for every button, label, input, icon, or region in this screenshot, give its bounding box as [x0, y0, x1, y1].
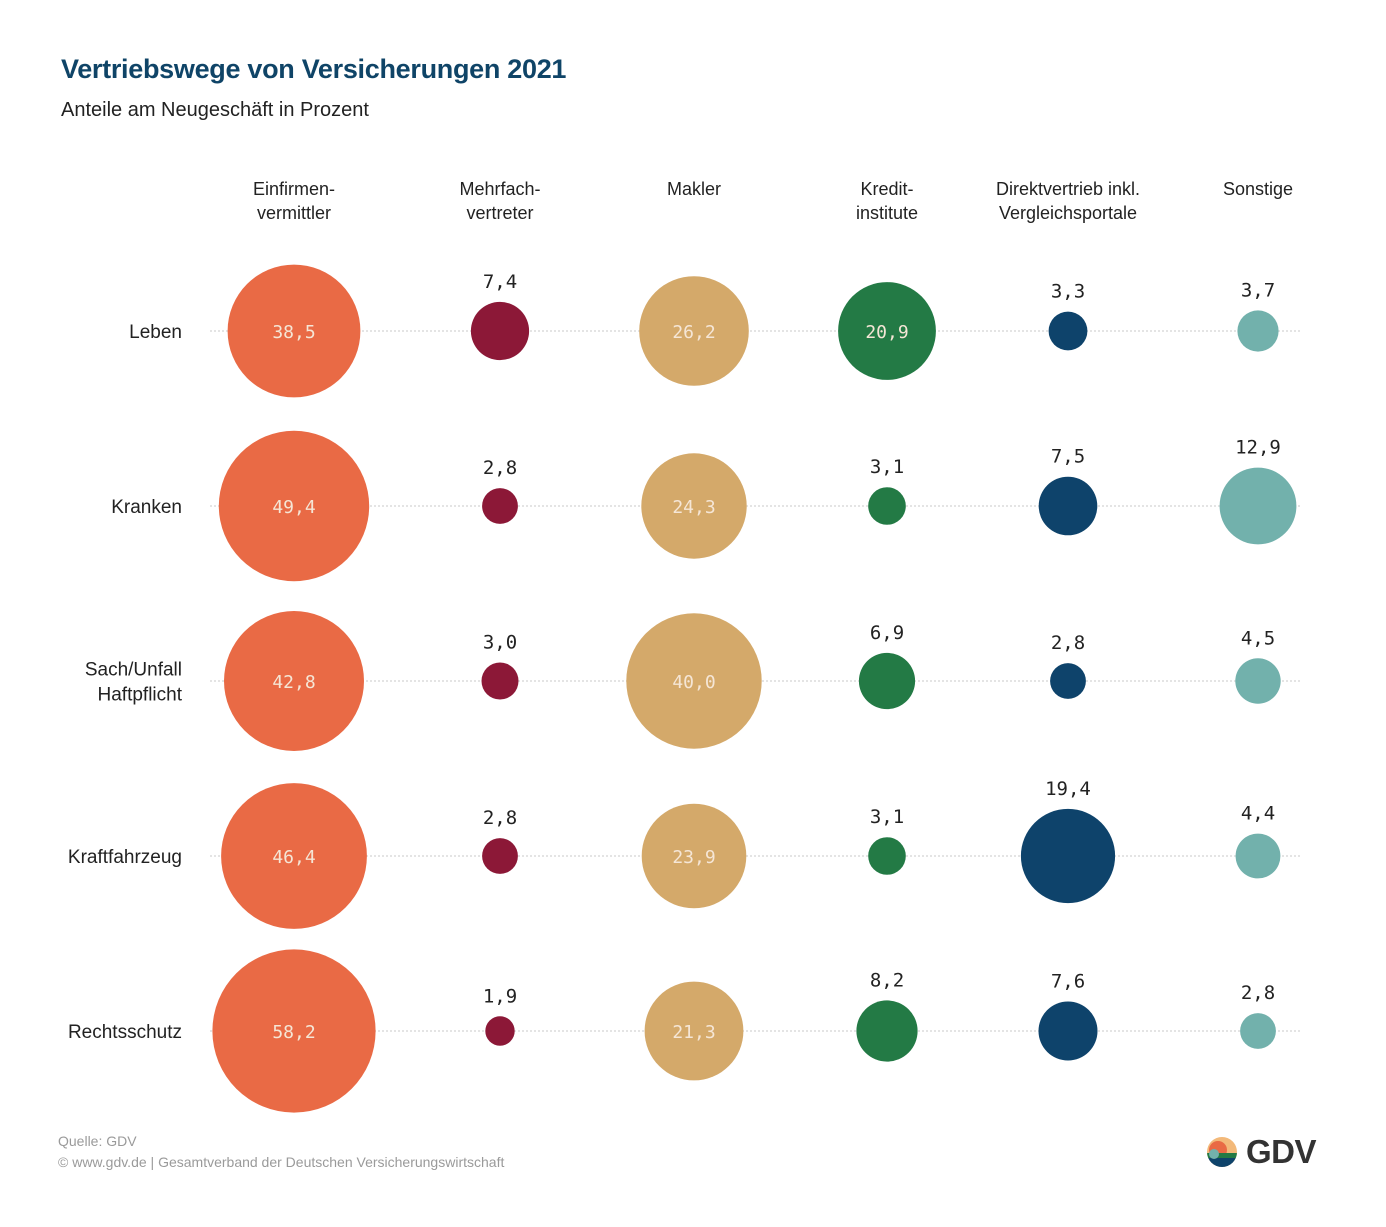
row-rechtsschutz: Rechtsschutz 58,2 1,9 21,3 8,2 7,6 2,8: [68, 949, 1300, 1113]
column-label-kreditinstitute: institute: [856, 203, 918, 223]
chart-title: Vertriebswege von Versicherungen 2021: [61, 54, 567, 84]
value-label-sonstige-kranken: 12,9: [1235, 437, 1281, 459]
value-label-kreditinstitute-leben: 20,9: [865, 322, 908, 343]
bubble-direktvertrieb-inkl-vergleichsportale-kranken: [1038, 476, 1098, 536]
bubble-einfirmenvermittler-kranken: [218, 430, 370, 582]
value-label-direktvertrieb-inkl-vergleichsportale-kraftfahrzeug: 19,4: [1045, 778, 1091, 800]
column-label-kreditinstitute: Kredit-: [860, 179, 913, 199]
column-label-makler: Makler: [667, 179, 721, 199]
value-label-kreditinstitute-rechtsschutz: 8,2: [870, 969, 904, 991]
bubble-kreditinstitute-leben: [838, 282, 936, 380]
row-label-leben: Leben: [129, 322, 182, 343]
chart-subtitle: Anteile am Neugeschäft in Prozent: [61, 99, 369, 121]
row-kranken: Kranken 49,4 2,8 24,3 3,1 7,5 12,9: [111, 430, 1300, 582]
row-label-kranken: Kranken: [111, 497, 182, 518]
value-label-direktvertrieb-inkl-vergleichsportale-rechtsschutz: 7,6: [1051, 971, 1085, 993]
bubble-sonstige-rechtsschutz: [1240, 1013, 1276, 1049]
value-label-mehrfachvertreter-kraftfahrzeug: 2,8: [483, 807, 517, 829]
bubble-makler-sach-unfall-haftpflicht: [626, 613, 762, 749]
copyright-note: © www.gdv.de | Gesamtverband der Deutsch…: [58, 1154, 505, 1170]
gdv-logo-icon: [1207, 1137, 1237, 1167]
bubble-makler-kranken: [641, 453, 747, 559]
bubble-direktvertrieb-inkl-vergleichsportale-kraftfahrzeug: [1020, 808, 1116, 904]
bubble-mehrfachvertreter-kraftfahrzeug: [482, 838, 518, 874]
column-label-einfirmenvermittler: Einfirmen-: [253, 179, 335, 199]
column-label-mehrfachvertreter: vertreter: [466, 203, 533, 223]
gdv-logo-text: GDV: [1246, 1133, 1317, 1170]
value-label-direktvertrieb-inkl-vergleichsportale-kranken: 7,5: [1051, 446, 1085, 468]
bubble-sonstige-kraftfahrzeug: [1235, 833, 1281, 879]
bubble-mehrfachvertreter-rechtsschutz: [485, 1016, 515, 1046]
value-label-makler-leben: 26,2: [672, 322, 715, 343]
value-label-sonstige-rechtsschutz: 2,8: [1241, 982, 1275, 1004]
value-label-einfirmenvermittler-rechtsschutz: 58,2: [272, 1022, 315, 1043]
source-note: Quelle: GDV: [58, 1133, 137, 1149]
bubble-mehrfachvertreter-kranken: [482, 488, 518, 524]
bubble-kreditinstitute-kranken: [868, 487, 906, 525]
column-label-einfirmenvermittler: vermittler: [257, 203, 331, 223]
row-sach-unfall-haftpflicht: Sach/Unfall Haftpflicht 42,8 3,0 40,0 6,9 2,8 4…: [85, 611, 1300, 751]
bubble-direktvertrieb-inkl-vergleichsportale-sach-unfall-haftpflicht: [1050, 663, 1086, 699]
column-label-mehrfachvertreter: Mehrfach-: [459, 179, 540, 199]
value-label-kreditinstitute-kranken: 3,1: [870, 456, 904, 478]
bubble-sonstige-leben: [1237, 310, 1279, 352]
bubble-makler-rechtsschutz: [644, 981, 744, 1081]
row-leben: Leben 38,5 7,4 26,2 20,9 3,3 3,7: [129, 264, 1300, 398]
value-label-einfirmenvermittler-leben: 38,5: [272, 322, 315, 343]
bubble-kreditinstitute-sach-unfall-haftpflicht: [858, 652, 916, 710]
bubble-makler-leben: [639, 276, 749, 386]
bubble-kreditinstitute-rechtsschutz: [856, 1000, 918, 1062]
column-label-direktvertrieb-inkl-vergleichsportale: Direktvertrieb inkl.: [996, 179, 1140, 199]
value-label-makler-kraftfahrzeug: 23,9: [672, 847, 715, 868]
row-label-kraftfahrzeug: Kraftfahrzeug: [68, 847, 182, 868]
value-label-makler-kranken: 24,3: [672, 497, 715, 518]
column-labels: Einfirmen-vermittler Mehrfach-vertreter Ma…: [253, 179, 1293, 223]
value-label-einfirmenvermittler-kraftfahrzeug: 46,4: [272, 847, 315, 868]
bubble-einfirmenvermittler-kraftfahrzeug: [221, 783, 367, 929]
bubble-chart: Einfirmen-vermittler Mehrfach-vertreter Ma…: [68, 179, 1300, 1113]
value-label-sonstige-leben: 3,7: [1241, 279, 1275, 301]
bubble-makler-kraftfahrzeug: [641, 803, 747, 909]
chart-rows: Leben 38,5 7,4 26,2 20,9 3,3 3,7 Kranken 49,4 2,8…: [68, 264, 1300, 1113]
value-label-kreditinstitute-sach-unfall-haftpflicht: 6,9: [870, 622, 904, 644]
row-kraftfahrzeug: Kraftfahrzeug 46,4 2,8 23,9 3,1 19,4 4,4: [68, 778, 1300, 929]
value-label-direktvertrieb-inkl-vergleichsportale-sach-unfall-haftpflicht: 2,8: [1051, 632, 1085, 654]
bubble-mehrfachvertreter-sach-unfall-haftpflicht: [481, 662, 519, 700]
value-label-makler-sach-unfall-haftpflicht: 40,0: [672, 672, 715, 693]
bubble-direktvertrieb-inkl-vergleichsportale-rechtsschutz: [1038, 1001, 1098, 1061]
bubble-sonstige-sach-unfall-haftpflicht: [1235, 658, 1281, 704]
column-label-sonstige: Sonstige: [1223, 179, 1293, 199]
value-label-sonstige-kraftfahrzeug: 4,4: [1241, 803, 1275, 825]
gdv-logo: GDV: [1206, 1133, 1317, 1171]
bubble-einfirmenvermittler-sach-unfall-haftpflicht: [224, 611, 364, 751]
row-label-rechtsschutz: Rechtsschutz: [68, 1022, 182, 1043]
bubble-sonstige-kranken: [1219, 467, 1297, 545]
value-label-kreditinstitute-kraftfahrzeug: 3,1: [870, 806, 904, 828]
value-label-sonstige-sach-unfall-haftpflicht: 4,5: [1241, 627, 1275, 649]
value-label-einfirmenvermittler-kranken: 49,4: [272, 497, 315, 518]
value-label-mehrfachvertreter-sach-unfall-haftpflicht: 3,0: [483, 631, 517, 653]
row-label-sach-unfall-haftpflicht: Sach/Unfall: [85, 660, 182, 681]
bubble-kreditinstitute-kraftfahrzeug: [868, 837, 906, 875]
value-label-mehrfachvertreter-kranken: 2,8: [483, 457, 517, 479]
value-label-makler-rechtsschutz: 21,3: [672, 1022, 715, 1043]
bubble-direktvertrieb-inkl-vergleichsportale-leben: [1048, 311, 1088, 351]
value-label-mehrfachvertreter-leben: 7,4: [483, 271, 517, 293]
row-label-sach-unfall-haftpflicht: Haftpflicht: [98, 685, 183, 706]
bubble-mehrfachvertreter-leben: [470, 301, 530, 361]
column-label-direktvertrieb-inkl-vergleichsportale: Vergleichsportale: [999, 203, 1137, 223]
bubble-einfirmenvermittler-leben: [227, 264, 361, 398]
bubble-einfirmenvermittler-rechtsschutz: [212, 949, 376, 1113]
value-label-direktvertrieb-inkl-vergleichsportale-leben: 3,3: [1051, 281, 1085, 303]
value-label-einfirmenvermittler-sach-unfall-haftpflicht: 42,8: [272, 672, 315, 693]
value-label-mehrfachvertreter-rechtsschutz: 1,9: [483, 985, 517, 1007]
